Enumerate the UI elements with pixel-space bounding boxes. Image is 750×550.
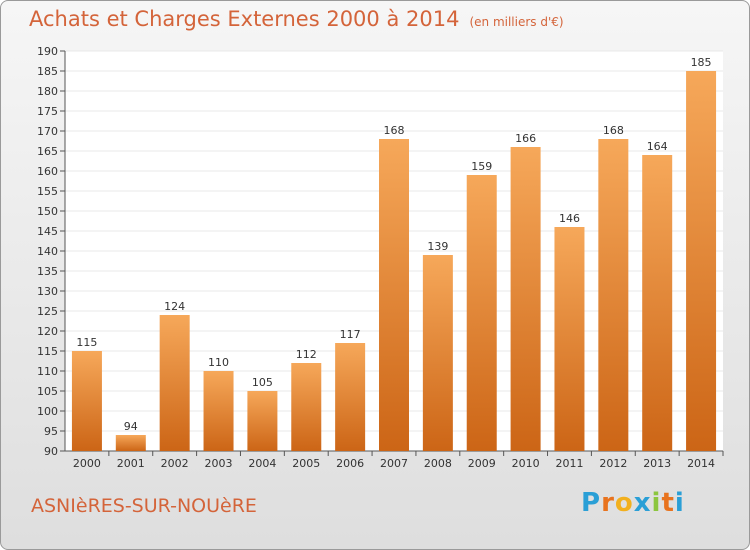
logo-letter: t [661, 488, 675, 518]
proxiti-logo: Proxiti [581, 488, 685, 518]
data-label: 168 [384, 124, 405, 137]
y-tick-label: 130 [37, 285, 58, 298]
data-label: 117 [340, 328, 361, 341]
logo-letter: o [614, 488, 634, 518]
y-tick-label: 140 [37, 245, 58, 258]
bar [554, 227, 585, 451]
x-tick-label: 2008 [424, 457, 452, 470]
data-label: 110 [208, 356, 229, 369]
y-tick-label: 150 [37, 205, 58, 218]
chart-title: Achats et Charges Externes 2000 à 2014 (e… [29, 7, 564, 31]
y-tick-label: 90 [44, 445, 58, 458]
y-tick-label: 125 [37, 305, 58, 318]
x-tick-label: 2009 [468, 457, 496, 470]
x-tick-label: 2012 [599, 457, 627, 470]
x-tick-label: 2010 [512, 457, 540, 470]
data-label: 168 [603, 124, 624, 137]
logo-letter: i [674, 488, 685, 518]
logo-letter: r [601, 488, 615, 518]
data-label: 115 [76, 336, 97, 349]
data-label: 112 [296, 348, 317, 361]
data-label: 185 [691, 56, 712, 69]
data-label: 166 [515, 132, 536, 145]
logo-letter: i [651, 488, 662, 518]
data-label: 146 [559, 212, 580, 225]
y-tick-label: 145 [37, 225, 58, 238]
y-tick-label: 180 [37, 85, 58, 98]
x-tick-label: 2011 [555, 457, 583, 470]
y-tick-label: 175 [37, 105, 58, 118]
y-tick-label: 135 [37, 265, 58, 278]
bar [115, 435, 146, 451]
city-name: ASNIèRES-SUR-NOUèRE [31, 495, 257, 517]
bar [71, 351, 102, 451]
data-label: 159 [471, 160, 492, 173]
x-tick-label: 2005 [292, 457, 320, 470]
y-tick-label: 155 [37, 185, 58, 198]
y-tick-label: 185 [37, 65, 58, 78]
bar [159, 315, 190, 451]
x-tick-label: 2004 [248, 457, 276, 470]
data-label: 94 [124, 420, 138, 433]
bar [642, 155, 673, 451]
bar [203, 371, 234, 451]
x-tick-label: 2003 [205, 457, 233, 470]
y-tick-label: 190 [37, 45, 58, 58]
y-tick-label: 100 [37, 405, 58, 418]
data-label: 164 [647, 140, 668, 153]
x-tick-label: 2002 [161, 457, 189, 470]
y-tick-label: 115 [37, 345, 58, 358]
x-tick-label: 2001 [117, 457, 145, 470]
y-tick-label: 95 [44, 425, 58, 438]
bar [510, 147, 541, 451]
data-label: 124 [164, 300, 185, 313]
y-tick-label: 105 [37, 385, 58, 398]
chart-title-text: Achats et Charges Externes 2000 à 2014 [29, 7, 460, 31]
x-tick-label: 2006 [336, 457, 364, 470]
bar [422, 255, 453, 451]
y-tick-label: 170 [37, 125, 58, 138]
y-tick-label: 120 [37, 325, 58, 338]
y-tick-label: 165 [37, 145, 58, 158]
bar [335, 343, 366, 451]
y-tick-label: 160 [37, 165, 58, 178]
bar [379, 139, 409, 451]
bar [247, 391, 278, 451]
data-label: 105 [252, 376, 273, 389]
bar [291, 363, 322, 451]
x-tick-label: 2013 [643, 457, 671, 470]
chart-subtitle: (en milliers d'€) [469, 15, 564, 29]
x-tick-label: 2007 [380, 457, 408, 470]
x-tick-label: 2014 [687, 457, 715, 470]
bar [598, 139, 629, 451]
bar [466, 175, 497, 451]
x-tick-label: 2000 [73, 457, 101, 470]
y-tick-label: 110 [37, 365, 58, 378]
logo-letter: x [633, 488, 652, 518]
bar [686, 71, 717, 451]
logo-letter: P [581, 488, 602, 518]
data-label: 139 [427, 240, 448, 253]
